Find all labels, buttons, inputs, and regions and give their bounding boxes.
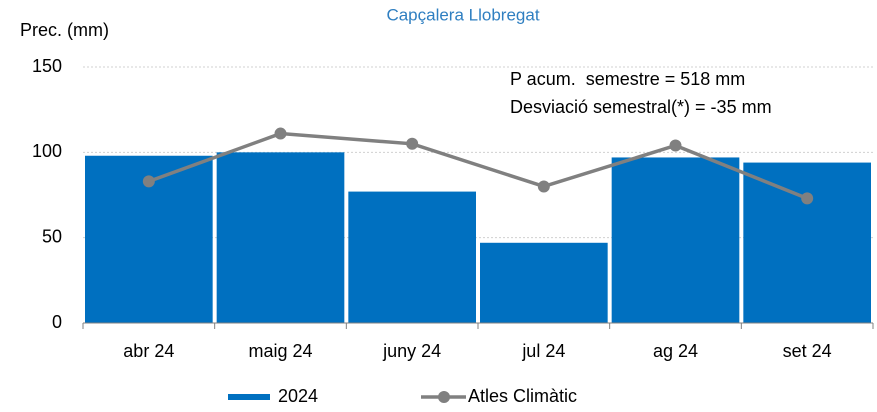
line-point: [801, 192, 814, 205]
line-point: [537, 180, 550, 193]
x-tick-label: maig 24: [248, 341, 312, 361]
y-axis-label: Prec. (mm): [20, 20, 109, 40]
legend-label: Atles Climàtic: [468, 386, 577, 406]
legend-label: 2024: [278, 386, 318, 406]
x-tick-label: set 24: [783, 341, 832, 361]
bar: [480, 242, 608, 323]
bar: [216, 152, 345, 323]
legend-swatch: [438, 391, 450, 403]
legend-swatch: [228, 394, 270, 400]
bar: [348, 191, 476, 323]
x-tick-label: juny 24: [382, 341, 441, 361]
line: [148, 131, 808, 201]
bar: [611, 157, 740, 323]
line-point: [274, 127, 287, 140]
line-point: [406, 137, 419, 150]
x-tick-label: abr 24: [123, 341, 174, 361]
x-tick-label: ag 24: [653, 341, 698, 361]
line-point: [669, 139, 682, 152]
chart-title: Capçalera Llobregat: [386, 5, 539, 24]
bar: [743, 162, 871, 323]
annotation: Desviació semestral(*) = -35 mm: [510, 97, 772, 117]
y-tick-label: 50: [42, 226, 62, 246]
y-tick-label: 0: [52, 312, 62, 332]
y-tick-label: 150: [32, 56, 62, 76]
y-tick-label: 100: [32, 141, 62, 161]
line-point: [142, 175, 155, 188]
x-tick-label: jul 24: [521, 341, 565, 361]
annotation: P acum. semestre = 518 mm: [510, 69, 745, 89]
